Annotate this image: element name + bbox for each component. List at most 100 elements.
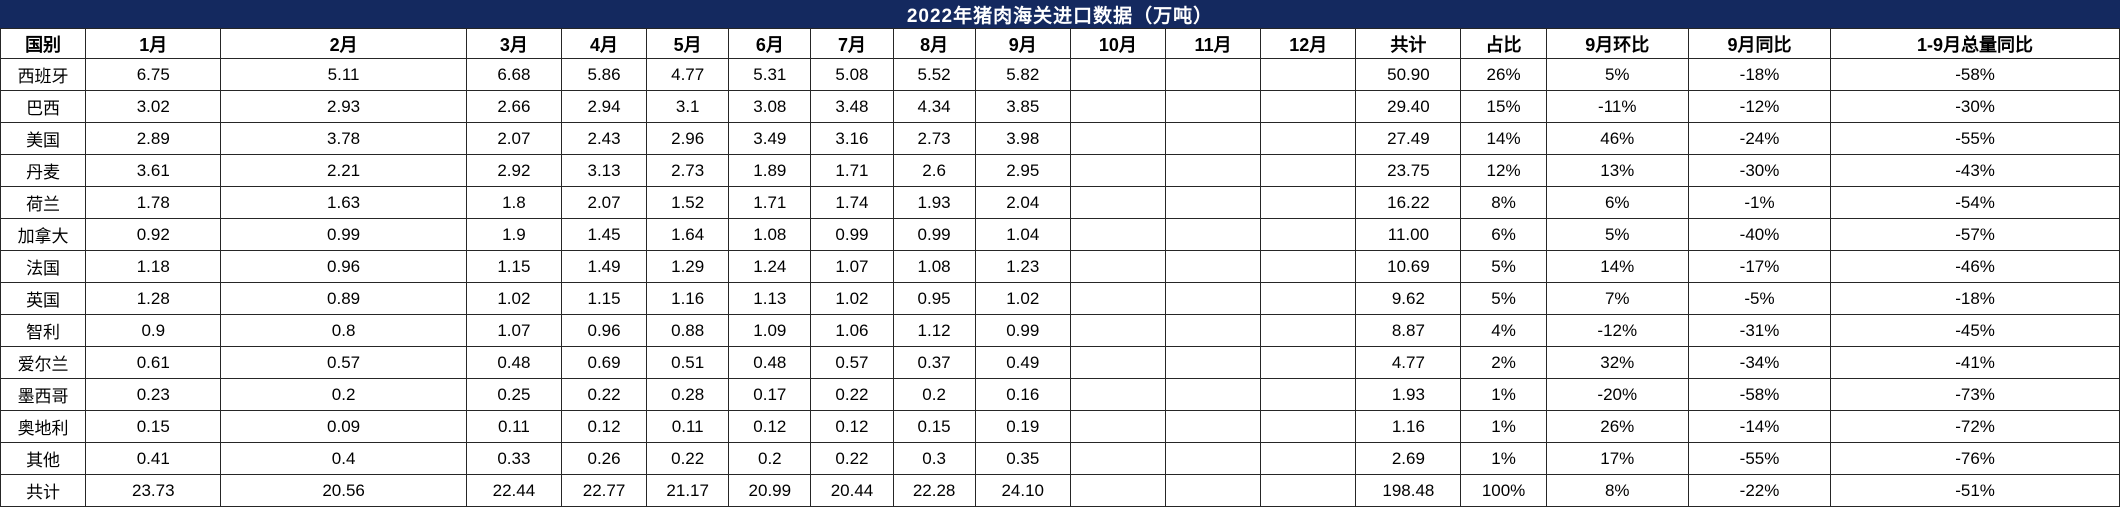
data-cell: 5.08 [810, 58, 894, 91]
data-cell: 6.68 [465, 58, 562, 91]
data-cell: 0.28 [646, 378, 730, 411]
data-cell: 1.78 [85, 186, 222, 219]
data-cell: -58% [1687, 378, 1832, 411]
data-cell [1164, 186, 1262, 219]
data-cell: 5.82 [974, 58, 1071, 91]
data-cell: 1% [1460, 442, 1547, 475]
data-cell: 198.48 [1355, 474, 1462, 507]
country-cell: 其他 [0, 442, 87, 475]
data-cell [1069, 410, 1166, 443]
data-cell: -5% [1687, 282, 1832, 315]
data-cell: 0.99 [974, 314, 1071, 347]
data-cell [1164, 282, 1262, 315]
country-cell: 奥地利 [0, 410, 87, 443]
data-cell: 22.28 [892, 474, 976, 507]
data-cell: 14% [1460, 122, 1547, 155]
data-cell: 0.22 [810, 378, 894, 411]
data-cell: 4.77 [646, 58, 730, 91]
data-cell: 1.07 [810, 250, 894, 283]
data-cell: 1.15 [560, 282, 648, 315]
table-row: 西班牙 6.75 5.11 6.68 5.86 4.77 5.31 5.08 5.52 5.82 5… [0, 58, 2120, 91]
data-cell [1069, 378, 1166, 411]
data-cell: 2.93 [220, 90, 467, 123]
data-cell: 1.02 [465, 282, 562, 315]
data-cell: 13% [1545, 154, 1689, 187]
data-cell: 0.69 [560, 346, 648, 379]
data-cell: 0.89 [220, 282, 467, 315]
data-cell: 1.74 [810, 186, 894, 219]
country-cell: 荷兰 [0, 186, 87, 219]
data-cell: 0.61 [85, 346, 222, 379]
data-cell: -18% [1687, 58, 1832, 91]
data-cell [1164, 90, 1262, 123]
data-cell: 10.69 [1355, 250, 1462, 283]
data-cell: 2% [1460, 346, 1547, 379]
data-cell: 0.26 [560, 442, 648, 475]
data-cell: 20.44 [810, 474, 894, 507]
data-cell: 0.95 [892, 282, 976, 315]
data-cell [1260, 58, 1357, 91]
data-cell: 46% [1545, 122, 1689, 155]
data-cell [1164, 378, 1262, 411]
data-cell: 0.22 [560, 378, 648, 411]
data-cell: 0.88 [646, 314, 730, 347]
country-cell: 法国 [0, 250, 87, 283]
data-cell: 2.89 [85, 122, 222, 155]
data-cell: 1.9 [465, 218, 562, 251]
data-cell: -31% [1687, 314, 1832, 347]
data-cell: 6% [1545, 186, 1689, 219]
data-cell [1069, 250, 1166, 283]
data-cell: 0.33 [465, 442, 562, 475]
column-header-7: 7月 [810, 28, 894, 59]
data-cell [1164, 218, 1262, 251]
table-row: 英国 1.28 0.89 1.02 1.15 1.16 1.13 1.02 0.95 1.02 9.… [0, 282, 2120, 315]
data-cell: 0.11 [646, 410, 730, 443]
data-cell [1069, 346, 1166, 379]
data-cell: 0.48 [465, 346, 562, 379]
table-row: 智利 0.9 0.8 1.07 0.96 0.88 1.09 1.06 1.12 0.99 8.87… [0, 314, 2120, 347]
data-cell: -17% [1687, 250, 1832, 283]
data-cell [1260, 250, 1357, 283]
data-cell: -40% [1687, 218, 1832, 251]
data-cell: 1.71 [728, 186, 812, 219]
data-cell: 2.07 [560, 186, 648, 219]
data-cell: 1.64 [646, 218, 730, 251]
data-cell: 21.17 [646, 474, 730, 507]
data-cell [1164, 58, 1262, 91]
data-cell: 26% [1460, 58, 1547, 91]
data-cell: 1.18 [85, 250, 222, 283]
data-cell [1069, 122, 1166, 155]
column-header-0: 国别 [0, 28, 87, 59]
data-cell: 0.19 [974, 410, 1071, 443]
data-cell: 1.63 [220, 186, 467, 219]
data-cell: -54% [1830, 186, 2120, 219]
data-cell [1260, 90, 1357, 123]
column-header-1: 1月 [85, 28, 222, 59]
data-cell: -12% [1687, 90, 1832, 123]
data-cell: 0.35 [974, 442, 1071, 475]
data-cell: 1.02 [974, 282, 1071, 315]
data-cell: 0.12 [728, 410, 812, 443]
data-cell: 8% [1460, 186, 1547, 219]
data-cell: -30% [1830, 90, 2120, 123]
data-cell: 0.92 [85, 218, 222, 251]
data-cell: 1.8 [465, 186, 562, 219]
column-header-8: 8月 [892, 28, 976, 59]
data-cell: -34% [1687, 346, 1832, 379]
data-cell: 2.04 [974, 186, 1071, 219]
data-cell: -12% [1545, 314, 1689, 347]
data-cell: 0.11 [465, 410, 562, 443]
data-cell: 1.93 [1355, 378, 1462, 411]
data-cell: 6.75 [85, 58, 222, 91]
column-header-10: 10月 [1069, 28, 1166, 59]
column-header-16: 9月同比 [1687, 28, 1832, 59]
data-cell: 1.12 [892, 314, 976, 347]
column-header-11: 11月 [1164, 28, 1262, 59]
data-cell: 0.96 [560, 314, 648, 347]
data-cell: 0.12 [810, 410, 894, 443]
country-cell: 智利 [0, 314, 87, 347]
data-cell: -41% [1830, 346, 2120, 379]
data-cell: -73% [1830, 378, 2120, 411]
data-cell: 1.93 [892, 186, 976, 219]
column-header-9: 9月 [974, 28, 1071, 59]
